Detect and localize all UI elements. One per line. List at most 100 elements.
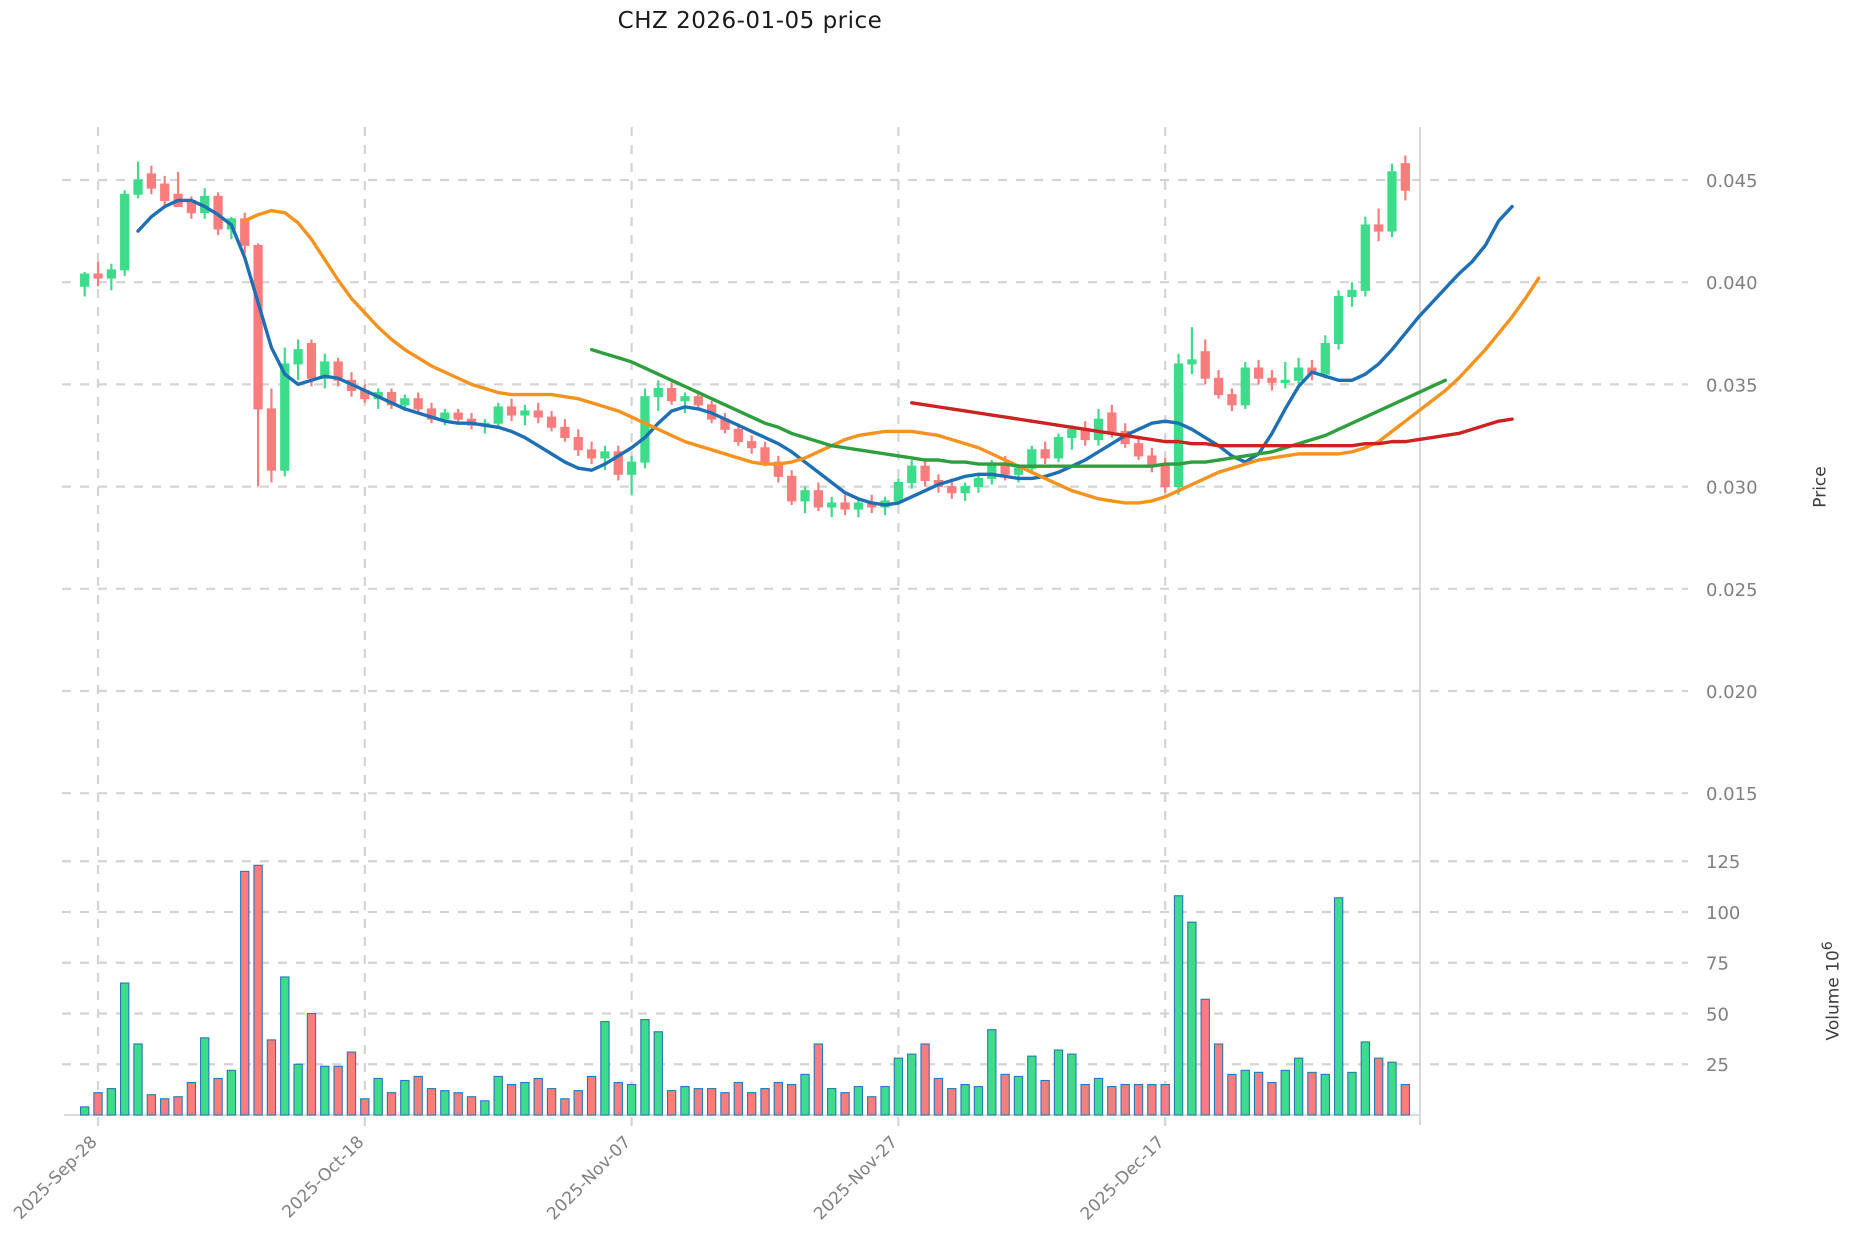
volume-bar (800, 1073, 810, 1116)
volume-bar (1147, 1083, 1157, 1116)
volume-bar (746, 1092, 757, 1116)
volume-bar (573, 1090, 583, 1116)
candle-body (1227, 394, 1237, 406)
candle-body (1280, 379, 1290, 383)
candle-body (120, 193, 130, 271)
candle-body (760, 447, 770, 463)
candle-body (1160, 465, 1170, 488)
volume-bars-layer (79, 864, 1411, 1116)
volume-bar (440, 1090, 450, 1116)
volume-bar (346, 1051, 357, 1116)
moving-average-layer (136, 198, 1541, 507)
candle-body (973, 477, 984, 488)
candle-body (560, 426, 570, 439)
ma-line-ma-short (136, 198, 1514, 507)
candle-body (1107, 412, 1117, 432)
volume-bar (600, 1021, 610, 1116)
candle-body (1067, 428, 1077, 439)
candle-body (586, 449, 597, 459)
volume-bar (333, 1065, 343, 1116)
volume-bar (640, 1019, 650, 1116)
volume-bar (1253, 1071, 1264, 1116)
volume-bar (293, 1063, 303, 1116)
volume-bar (1240, 1069, 1250, 1116)
candle-body (747, 441, 757, 449)
volume-bar (253, 864, 263, 1116)
volume-axis-exponent: 6 (1819, 941, 1836, 951)
candle-body (680, 396, 690, 402)
candle-body (1360, 224, 1370, 291)
volume-bar (1267, 1081, 1277, 1116)
candle-body (1027, 449, 1037, 469)
candle-body (400, 398, 410, 406)
price-tick-label: 0.025 (1706, 580, 1758, 601)
volume-bar (506, 1083, 517, 1116)
candle-body (613, 451, 623, 475)
volume-bar (79, 1106, 90, 1116)
candle-body (520, 410, 530, 416)
volume-bar (1200, 998, 1210, 1116)
candle-body (920, 465, 930, 481)
volume-bar (240, 870, 250, 1116)
candle-body (1013, 467, 1024, 475)
volume-bar (200, 1037, 210, 1116)
candle-body (240, 218, 250, 246)
volume-bar (1053, 1049, 1064, 1116)
price-tick-label: 0.015 (1706, 784, 1758, 805)
volume-bar (907, 1053, 917, 1116)
volume-bar (1280, 1069, 1290, 1116)
volume-bar (853, 1086, 864, 1116)
candle-body (306, 343, 317, 379)
volume-bar (1013, 1075, 1024, 1116)
candle-body (1253, 367, 1264, 379)
volume-bar (1067, 1053, 1077, 1116)
volume-bar (560, 1098, 570, 1116)
x-tick-label: 2025-Oct-18 (279, 1132, 369, 1222)
volume-tick-label: 100 (1706, 903, 1740, 924)
x-tick-label: 2025-Nov-27 (810, 1132, 902, 1224)
candle-body (440, 412, 450, 420)
candle-body (1333, 295, 1344, 344)
volume-bar (813, 1043, 824, 1116)
candle-body (1213, 377, 1224, 396)
candle-body (546, 416, 557, 428)
volume-bar (386, 1092, 397, 1116)
candle-body (600, 451, 610, 459)
volume-bar (867, 1096, 877, 1116)
candle-body (840, 502, 850, 510)
volume-bar (840, 1092, 850, 1116)
volume-bar (93, 1092, 103, 1116)
candle-body (280, 363, 290, 471)
volume-bar (1120, 1083, 1130, 1116)
candle-body (1133, 443, 1144, 457)
volume-bar (1307, 1071, 1317, 1116)
candle-body (533, 410, 543, 418)
price-tick-label: 0.020 (1706, 682, 1758, 703)
candle-body (146, 173, 157, 189)
volume-bar (973, 1086, 984, 1116)
volume-bar (1133, 1083, 1144, 1116)
volume-bar (1173, 895, 1184, 1116)
candle-body (333, 361, 343, 381)
candle-body (693, 396, 703, 406)
volume-bar (626, 1083, 637, 1116)
volume-bar (1360, 1041, 1370, 1116)
volume-bar (480, 1100, 490, 1116)
volume-bar (947, 1088, 957, 1116)
volume-bar (773, 1081, 784, 1116)
volume-bar (680, 1086, 690, 1116)
candle-body (907, 465, 917, 484)
price-tick-label: 0.035 (1706, 375, 1758, 396)
volume-bar (266, 1039, 277, 1116)
volume-tick-label: 75 (1706, 954, 1729, 975)
candle-body (106, 269, 116, 279)
volume-bar (453, 1092, 463, 1116)
price-axis-label: Price (1810, 465, 1831, 508)
volume-axis-label-text: Volume 10 (1823, 950, 1844, 1041)
volume-bar (413, 1075, 423, 1116)
candle-body (1267, 377, 1277, 383)
candle-body (160, 183, 170, 201)
candle-body (733, 428, 743, 443)
